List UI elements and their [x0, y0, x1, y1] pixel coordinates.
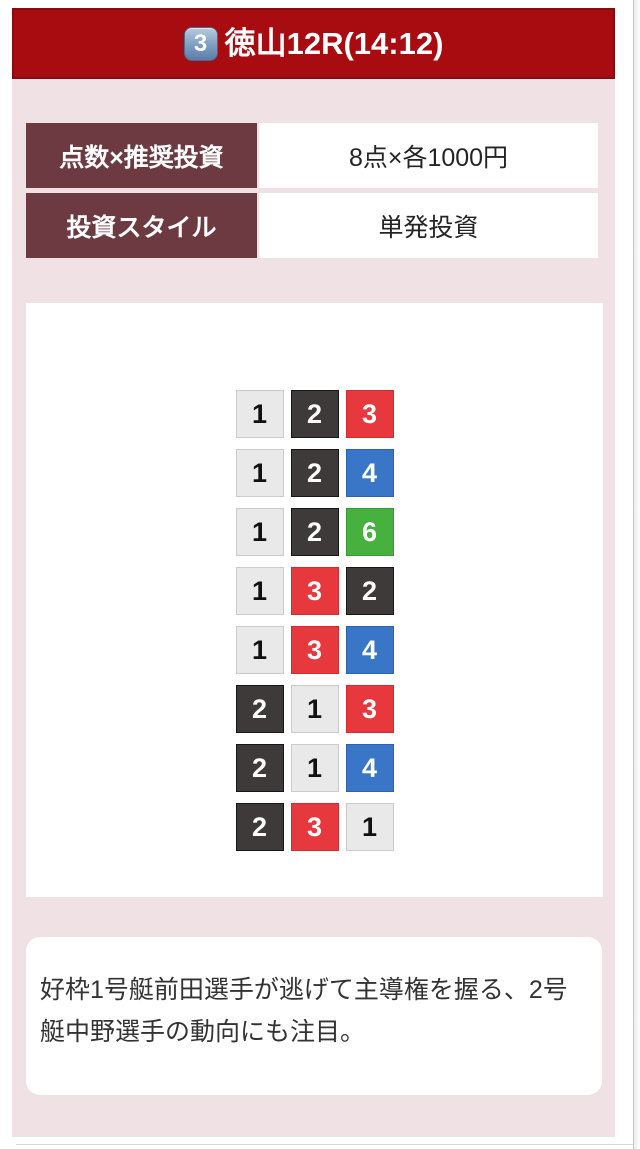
bet-boat-2: 2: [235, 744, 284, 792]
bet-boat-2: 2: [290, 449, 339, 497]
info-table: 点数×推奨投資 8点×各1000円 投資スタイル 単発投資: [26, 123, 598, 263]
bet-boat-1: 1: [235, 508, 284, 556]
bet-boat-3: 3: [345, 685, 394, 733]
race-header: 3 徳山12R(14:12): [12, 8, 615, 79]
bet-boat-2: 2: [235, 803, 284, 851]
bet-boat-4: 4: [345, 449, 394, 497]
investment-style-value: 単発投資: [259, 193, 598, 258]
bet-boat-6: 6: [345, 508, 394, 556]
info-row-style: 投資スタイル 単発投資: [26, 193, 598, 258]
comment-card: 好枠1号艇前田選手が逃げて主導権を握る、2号艇中野選手の動向にも注目。: [26, 937, 602, 1095]
bet-boat-4: 4: [345, 626, 394, 674]
race-title: 徳山12R(14:12): [224, 26, 444, 61]
bet-boat-3: 3: [290, 803, 339, 851]
content-column: 3 徳山12R(14:12) 点数×推奨投資 8点×各1000円 投資スタイル …: [12, 8, 615, 1137]
window-right-edge: [633, 0, 640, 1149]
race-comment: 好枠1号艇前田選手が逃げて主導権を握る、2号艇中野選手の動向にも注目。: [40, 976, 568, 1046]
bet-boat-2: 2: [345, 567, 394, 615]
bet-boat-4: 4: [345, 744, 394, 792]
bet-boat-1: 1: [235, 567, 284, 615]
bet-boat-1: 1: [235, 626, 284, 674]
points-investment-label: 点数×推奨投資: [26, 123, 257, 188]
points-investment-value: 8点×各1000円: [259, 123, 598, 188]
bet-boat-2: 2: [235, 685, 284, 733]
bet-boat-1: 1: [345, 803, 394, 851]
bet-boat-3: 3: [345, 390, 394, 438]
bet-boat-2: 2: [290, 390, 339, 438]
bet-boat-3: 3: [290, 567, 339, 615]
bet-boat-1: 1: [235, 449, 284, 497]
bet-boat-1: 1: [290, 685, 339, 733]
race-number-keycap-icon: 3: [183, 26, 218, 61]
bet-boat-3: 3: [290, 626, 339, 674]
bet-boat-1: 1: [290, 744, 339, 792]
bet-boat-2: 2: [290, 508, 339, 556]
bet-boat-1: 1: [235, 390, 284, 438]
next-section-divider: [16, 1144, 633, 1145]
investment-style-label: 投資スタイル: [26, 193, 257, 258]
info-row-points: 点数×推奨投資 8点×各1000円: [26, 123, 598, 188]
